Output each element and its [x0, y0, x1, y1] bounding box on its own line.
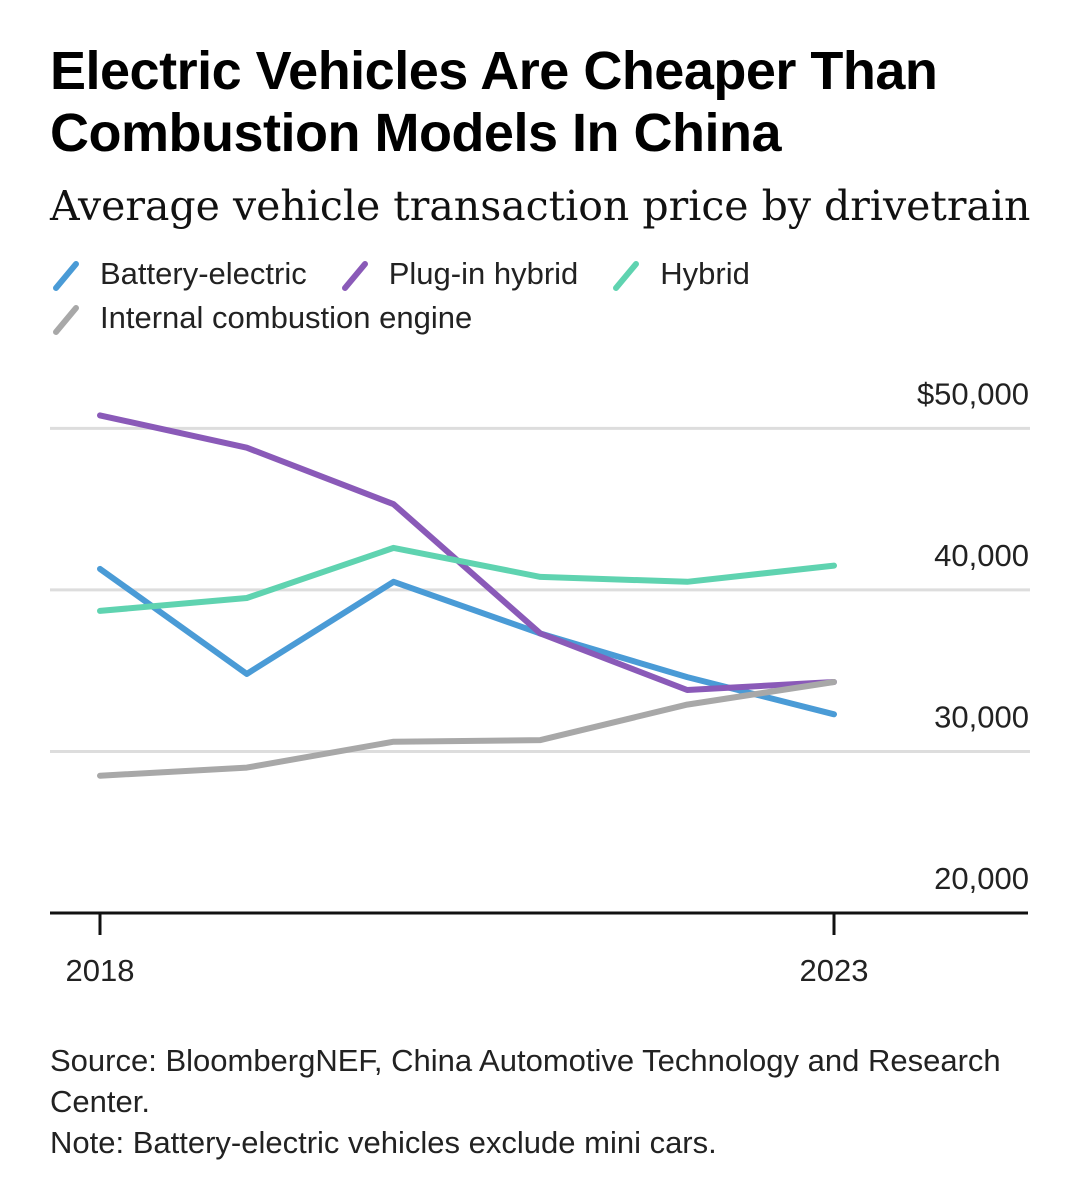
gridlines: [50, 426, 1030, 753]
y-tick-label: $50,000: [917, 376, 1029, 411]
legend-label-internal-combustion-engine: Internal combustion engine: [100, 300, 473, 335]
legend-swatch-battery-electric: [53, 261, 79, 291]
legend-swatch-plug-in-hybrid: [341, 261, 368, 291]
legend-item-hybrid: Hybrid: [610, 256, 750, 292]
source-note: Source: BloombergNEF, China Automotive T…: [50, 1043, 1001, 1119]
x-tick-label: 2023: [800, 953, 869, 988]
line-chart: $50,000 40,000 30,000 20,000 2018 2023: [50, 376, 1030, 988]
legend-swatch-line: [341, 261, 368, 291]
footnotes: Source: BloombergNEF, China Automotive T…: [50, 1040, 1040, 1163]
note: Note: Battery-electric vehicles exclude …: [50, 1125, 717, 1160]
legend-row: Battery-electric Plug-in hybrid Hybrid: [50, 252, 1030, 296]
series-lines: [97, 412, 837, 779]
legend-swatch-internal-combustion-engine: [53, 305, 79, 335]
y-tick-label: 20,000: [934, 861, 1029, 896]
legend-item-plug-in-hybrid: Plug-in hybrid: [339, 256, 579, 292]
series-line-hybrid: [97, 544, 837, 614]
legend-label-plug-in-hybrid: Plug-in hybrid: [388, 256, 579, 291]
chart-subtitle: Average vehicle transaction price by dri…: [50, 182, 1031, 230]
legend-row: Internal combustion engine: [50, 296, 1030, 340]
legend-item-battery-electric: Battery-electric: [50, 256, 307, 292]
x-tick-label: 2018: [66, 953, 135, 988]
legend-swatch-hybrid: [613, 261, 640, 291]
legend-item-internal-combustion-engine: Internal combustion engine: [50, 300, 472, 336]
y-tick-label: 40,000: [934, 538, 1029, 573]
legend-label-battery-electric: Battery-electric: [100, 256, 307, 291]
y-tick-labels: $50,000 40,000 30,000 20,000: [917, 376, 1029, 896]
legend-swatch-line: [53, 305, 79, 335]
series-line-internal-combustion-engine: [97, 679, 837, 779]
x-axis: [50, 911, 1028, 935]
x-tick-labels: 2018 2023: [66, 953, 869, 988]
series-line-battery-electric: [97, 565, 837, 718]
legend-label-hybrid: Hybrid: [660, 256, 750, 291]
y-tick-label: 30,000: [934, 699, 1029, 734]
series-line-plug-in-hybrid: [97, 412, 837, 693]
legend-swatch-line: [613, 261, 640, 291]
legend: Battery-electric Plug-in hybrid Hybrid I…: [50, 252, 1030, 340]
chart-title: Electric Vehicles Are Cheaper Than Combu…: [50, 41, 938, 163]
legend-swatch-line: [53, 261, 79, 291]
